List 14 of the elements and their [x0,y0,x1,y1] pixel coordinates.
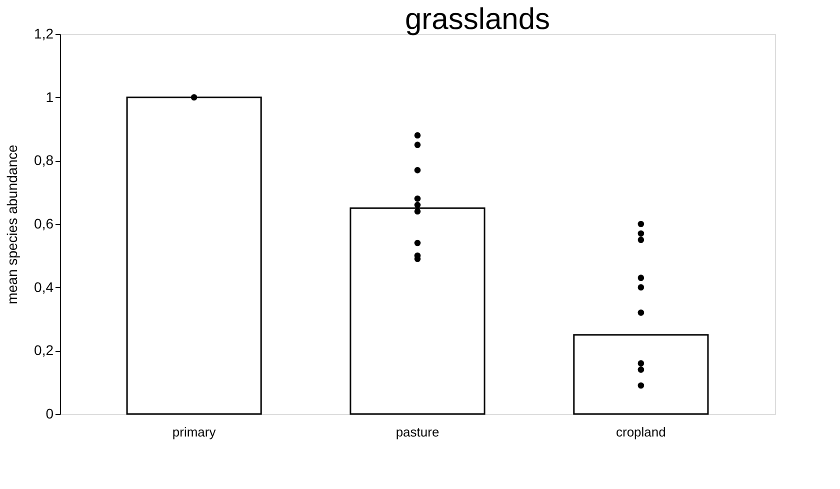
y-tick-label: 0,8 [34,152,54,168]
y-tick-label: 0,6 [34,216,54,232]
bar [573,334,709,415]
y-tick-label: 0,2 [34,342,54,358]
y-tick-label: 1,2 [34,26,54,42]
y-tick-label: 0,4 [34,278,54,295]
x-tick-label: pasture [396,424,440,440]
y-tick-label: 0 [46,406,54,422]
x-tick-label: cropland [616,424,666,440]
bar [126,96,262,415]
y-tick-label: 1 [46,88,54,105]
chart-title: grasslands [404,3,550,36]
y-axis-title: mean species abundance [4,144,20,304]
x-tick-label: primary [172,424,216,440]
